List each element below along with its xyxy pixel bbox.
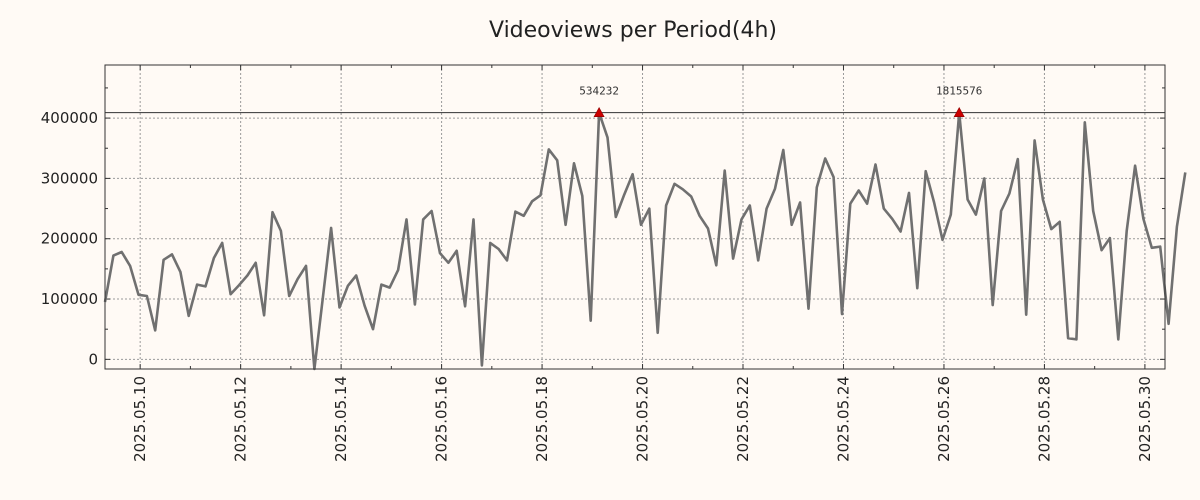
y-tick-label: 0 xyxy=(88,350,98,368)
series-layer xyxy=(103,111,1187,371)
x-tick-label: 2025.05.30 xyxy=(1136,376,1154,462)
peak-label: 1815576 xyxy=(936,85,982,98)
x-tick-label: 2025.05.14 xyxy=(332,376,350,462)
y-tick-label: 100000 xyxy=(41,290,98,308)
plot-area xyxy=(105,65,1165,369)
peak-label: 534232 xyxy=(579,85,619,98)
x-tick-label: 2025.05.22 xyxy=(734,376,752,462)
axis-layer: 0 100000 200000 300000 400000 2025.05.10 2025.… xyxy=(41,65,1165,462)
grid-layer xyxy=(105,65,1165,369)
y-tick-label: 300000 xyxy=(41,169,98,187)
y-tick-label: 200000 xyxy=(41,230,98,248)
x-tick-label: 2025.05.16 xyxy=(433,376,451,462)
annotation-layer: 534232 1815576 xyxy=(579,85,982,117)
peak-marker xyxy=(593,107,605,117)
x-tick-label: 2025.05.28 xyxy=(1035,376,1053,462)
peak-marker xyxy=(953,107,965,117)
y-tick-label: 400000 xyxy=(41,109,98,127)
x-tick-label: 2025.05.20 xyxy=(634,376,652,462)
chart-title: Videoviews per Period(4h) xyxy=(489,18,777,43)
x-tick-label: 2025.05.26 xyxy=(935,376,953,462)
x-tick-label: 2025.05.18 xyxy=(533,376,551,462)
x-tick-label: 2025.05.12 xyxy=(232,376,250,462)
x-tick-label: 2025.05.10 xyxy=(131,376,149,462)
series-line xyxy=(103,111,1187,371)
plot-frame xyxy=(104,64,1166,370)
x-tick-label: 2025.05.24 xyxy=(834,376,852,462)
